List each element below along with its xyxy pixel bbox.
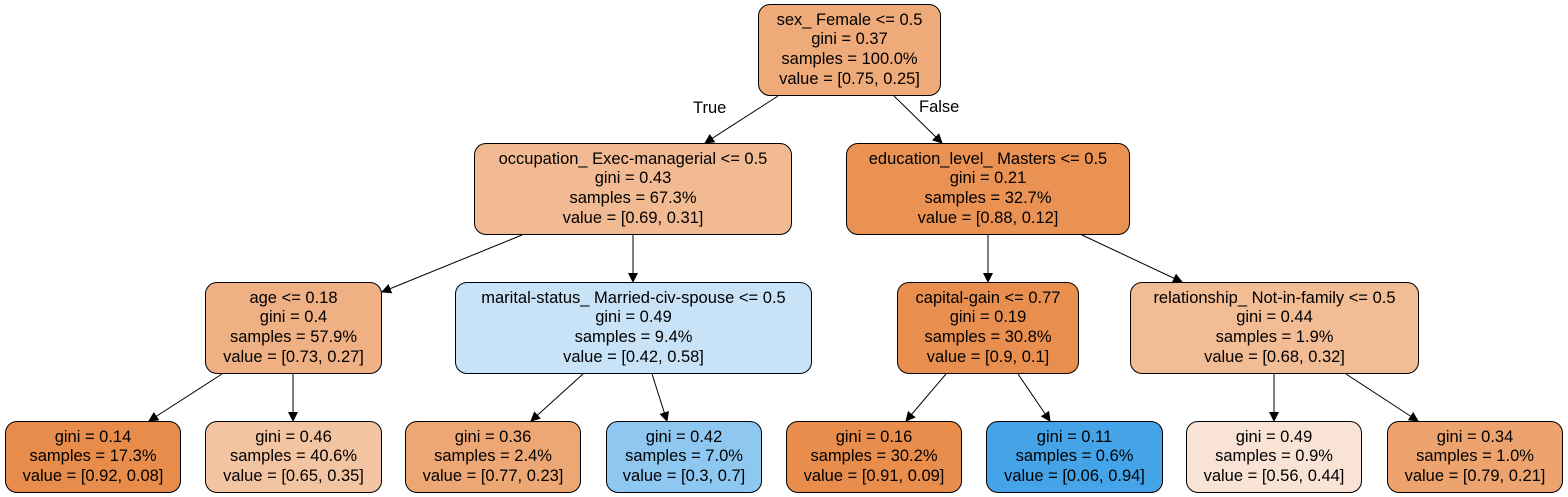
node-split-label: relationship_ Not-in-family <= 0.5 — [1153, 288, 1396, 307]
node-gini: gini = 0.21 — [949, 169, 1027, 188]
node-samples: samples = 0.9% — [1215, 447, 1333, 466]
node-value: value = [0.06, 0.94] — [1004, 466, 1145, 485]
node-leaf-rrl: gini = 0.49 samples = 0.9% value = [0.56… — [1186, 421, 1362, 493]
node-samples: samples = 57.9% — [229, 328, 358, 346]
node-gini: gini = 0.42 — [645, 427, 723, 446]
node-gini: gini = 0.34 — [1436, 427, 1514, 446]
node-r: education_level_ Masters <= 0.5 gini = 0… — [846, 143, 1130, 235]
edge-label-true: True — [693, 99, 727, 117]
node-value: value = [0.88, 0.12] — [917, 208, 1059, 227]
node-value: value = [0.75, 0.25] — [779, 69, 920, 88]
node-gini: gini = 0.16 — [835, 427, 913, 446]
node-samples: samples = 9.4% — [574, 328, 693, 346]
node-root: sex_ Female <= 0.5 gini = 0.37 samples =… — [758, 4, 941, 96]
node-value: value = [0.92, 0.08] — [22, 466, 164, 485]
node-samples: samples = 0.6% — [1015, 447, 1134, 466]
node-gini: gini = 0.14 — [54, 427, 132, 446]
node-leaf-lll: gini = 0.14 samples = 17.3% value = [0.9… — [5, 421, 181, 493]
node-samples: samples = 67.3% — [569, 189, 697, 207]
node-samples: samples = 1.9% — [1215, 328, 1334, 346]
node-value: value = [0.69, 0.31] — [562, 208, 704, 227]
node-rr: relationship_ Not-in-family <= 0.5 gini … — [1130, 282, 1419, 374]
node-value: value = [0.79, 0.21] — [1404, 466, 1546, 485]
node-value: value = [0.73, 0.27] — [223, 347, 364, 366]
edge-rl-rlr — [1017, 373, 1051, 422]
node-value: value = [0.3, 0.7] — [622, 466, 746, 485]
node-gini: gini = 0.19 — [949, 308, 1027, 327]
node-ll: age <= 0.18 gini = 0.4 samples = 57.9% v… — [205, 282, 382, 374]
edge-root-right — [893, 95, 943, 144]
node-gini: gini = 0.36 — [454, 427, 532, 446]
node-samples: samples = 32.7% — [924, 189, 1052, 207]
node-gini: gini = 0.11 — [1036, 427, 1113, 446]
node-split-label: age <= 0.18 — [249, 288, 338, 307]
node-split-label: capital-gain <= 0.77 — [915, 288, 1061, 307]
node-gini: gini = 0.49 — [1235, 427, 1313, 446]
node-value: value = [0.65, 0.35] — [223, 466, 364, 485]
edge-lr-lrl — [530, 373, 584, 422]
node-samples: samples = 30.2% — [810, 447, 938, 466]
node-samples: samples = 40.6% — [229, 447, 358, 466]
node-gini: gini = 0.37 — [811, 30, 888, 49]
node-samples: samples = 1.0% — [1416, 447, 1534, 466]
edge-rl-rll — [905, 373, 947, 422]
node-value: value = [0.91, 0.09] — [803, 466, 945, 485]
node-gini: gini = 0.43 — [594, 169, 672, 188]
edge-root-left — [704, 95, 779, 144]
node-leaf-rlr: gini = 0.11 samples = 0.6% value = [0.06… — [986, 421, 1163, 493]
node-l: occupation_ Exec-managerial <= 0.5 gini … — [474, 143, 792, 235]
node-value: value = [0.9, 0.1] — [926, 347, 1050, 366]
node-leaf-lrl: gini = 0.36 samples = 2.4% value = [0.77… — [405, 421, 581, 493]
node-samples: samples = 100.0% — [781, 50, 918, 68]
node-samples: samples = 2.4% — [434, 447, 552, 466]
node-samples: samples = 17.3% — [29, 447, 157, 466]
edge-l-ll — [381, 234, 523, 294]
node-value: value = [0.77, 0.23] — [422, 466, 564, 485]
node-leaf-rrr: gini = 0.34 samples = 1.0% value = [0.79… — [1387, 421, 1563, 493]
node-gini: gini = 0.49 — [595, 308, 672, 327]
node-value: value = [0.56, 0.44] — [1203, 466, 1345, 485]
node-split-label: occupation_ Exec-managerial <= 0.5 — [498, 149, 768, 168]
node-gini: gini = 0.4 — [259, 308, 328, 327]
edge-label-false: False — [919, 98, 960, 116]
node-leaf-llr: gini = 0.46 samples = 40.6% value = [0.6… — [205, 421, 382, 493]
node-samples: samples = 30.8% — [924, 328, 1052, 346]
node-value: value = [0.42, 0.58] — [563, 347, 704, 366]
node-value: value = [0.68, 0.32] — [1204, 347, 1345, 366]
node-rl: capital-gain <= 0.77 gini = 0.19 samples… — [897, 282, 1079, 374]
node-split-label: marital-status_ Married-civ-spouse <= 0.… — [481, 288, 786, 307]
node-split-label: sex_ Female <= 0.5 — [776, 10, 923, 29]
edge-ll-lll — [148, 373, 223, 422]
edge-rr-rrr — [1345, 373, 1419, 422]
node-lr: marital-status_ Married-civ-spouse <= 0.… — [455, 282, 812, 374]
node-split-label: education_level_ Masters <= 0.5 — [868, 149, 1108, 168]
node-samples: samples = 7.0% — [625, 447, 743, 466]
node-leaf-lrr: gini = 0.42 samples = 7.0% value = [0.3,… — [606, 421, 762, 493]
node-gini: gini = 0.44 — [1236, 308, 1313, 327]
node-gini: gini = 0.46 — [255, 427, 332, 446]
edge-lr-lrr — [651, 373, 670, 422]
node-leaf-rll: gini = 0.16 samples = 30.2% value = [0.9… — [786, 421, 962, 493]
edge-r-rr — [1081, 234, 1183, 283]
